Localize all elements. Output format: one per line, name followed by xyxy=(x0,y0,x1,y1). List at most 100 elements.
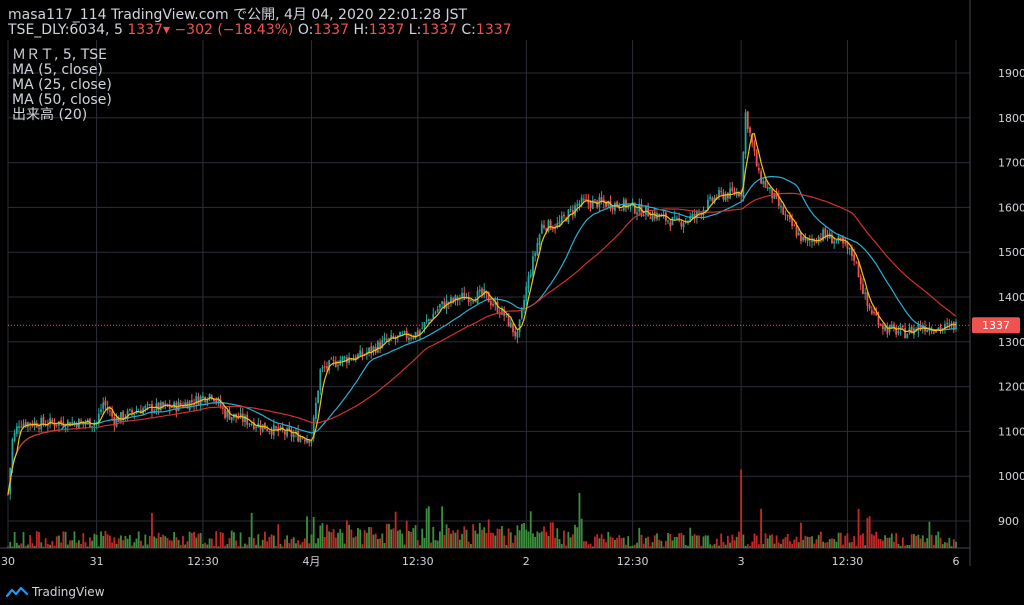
volume-bar xyxy=(221,532,224,548)
volume-bar xyxy=(833,539,836,548)
volume-bar xyxy=(529,511,532,548)
legend-ma50[interactable]: MA (50, close) xyxy=(12,92,112,108)
price-tick-label: 1600 xyxy=(998,201,1024,214)
candle-body xyxy=(600,197,603,202)
volume-bar xyxy=(230,530,233,548)
volume-bar xyxy=(60,542,63,548)
candle-body xyxy=(264,422,266,430)
candle-body xyxy=(680,222,683,227)
legend-volume[interactable]: 出来高 (20) xyxy=(12,107,88,123)
volume-bar xyxy=(859,535,862,548)
time-tick-label: 6 xyxy=(953,555,960,568)
candle-body xyxy=(817,236,820,243)
volume-bar xyxy=(443,534,446,548)
volume-bar xyxy=(700,545,703,548)
volume-bar xyxy=(695,535,698,548)
volume-bar xyxy=(676,537,678,548)
volume-bar xyxy=(791,543,793,548)
legend-ma5[interactable]: MA (5, close) xyxy=(12,62,103,78)
candle-body xyxy=(487,292,490,303)
candle-body xyxy=(811,240,813,242)
volume-bar xyxy=(556,528,559,548)
legend-ma25[interactable]: MA (25, close) xyxy=(12,77,112,93)
volume-bar xyxy=(217,546,220,548)
candle-body xyxy=(915,328,918,330)
candle-body xyxy=(611,207,614,210)
candle-body xyxy=(467,296,470,303)
candle-body xyxy=(724,194,727,201)
volume-bar xyxy=(310,534,313,548)
volume-bar xyxy=(846,533,849,548)
candle-body xyxy=(337,365,339,367)
candle-body xyxy=(146,404,149,406)
candle-body xyxy=(430,319,432,321)
candle-body xyxy=(126,410,129,419)
volume-bar xyxy=(906,545,909,548)
volume-bar xyxy=(49,544,51,548)
volume-bar xyxy=(746,544,749,548)
volume-bar xyxy=(148,535,151,548)
volume-bar xyxy=(735,536,738,548)
volume-bar xyxy=(139,540,142,548)
volume-bar xyxy=(283,539,286,548)
volume-bar xyxy=(93,533,96,548)
volume-bar xyxy=(162,534,164,548)
volume-bar xyxy=(704,535,707,548)
high-value: 1337 xyxy=(368,22,405,38)
candle-body xyxy=(399,332,401,337)
candle-body xyxy=(279,426,282,430)
candle-body xyxy=(853,254,856,261)
candle-body xyxy=(308,440,311,443)
volume-bar xyxy=(711,545,714,548)
candle-body xyxy=(166,403,169,406)
candle-body xyxy=(742,152,745,198)
candle-body xyxy=(819,238,822,240)
candle-body xyxy=(543,225,545,228)
candle-body xyxy=(334,361,337,367)
volume-bar xyxy=(729,542,731,548)
volume-bar xyxy=(224,545,226,548)
volume-bar xyxy=(523,522,525,548)
volume-bar xyxy=(126,538,129,548)
tradingview-brand[interactable]: TradingView xyxy=(6,585,105,599)
volume-bar xyxy=(518,530,521,548)
volume-bar xyxy=(494,535,497,548)
candle-body xyxy=(133,413,136,415)
volume-bar xyxy=(33,545,36,548)
volume-bar xyxy=(913,534,915,548)
candle-body xyxy=(51,419,54,423)
candle-body xyxy=(439,304,441,308)
candle-body xyxy=(210,395,213,399)
candle-body xyxy=(673,216,676,218)
volume-bar xyxy=(288,543,291,548)
volume-bar xyxy=(928,521,931,548)
volume-bar xyxy=(893,541,895,548)
volume-bar xyxy=(678,533,681,548)
volume-bar xyxy=(255,544,257,548)
candle-body xyxy=(248,423,251,425)
candle-body xyxy=(481,288,483,295)
candle-body xyxy=(545,228,548,231)
candle-body xyxy=(751,134,754,144)
volume-bar xyxy=(944,542,946,548)
volume-bar xyxy=(248,537,251,548)
candle-body xyxy=(512,323,514,333)
volume-bar xyxy=(664,540,667,548)
volume-bar xyxy=(702,536,705,548)
candle-body xyxy=(321,367,324,369)
candle-body xyxy=(746,111,749,129)
candle-body xyxy=(332,359,335,361)
candle-body xyxy=(312,417,315,439)
candle-body xyxy=(693,214,696,217)
volume-bar xyxy=(301,542,304,548)
volume-bar xyxy=(895,533,898,548)
legend-symbol[interactable]: ＭＲＴ, 5, TSE xyxy=(12,47,107,63)
volume-bar xyxy=(135,538,138,548)
candle-body xyxy=(862,284,864,295)
candle-body xyxy=(888,325,891,333)
candle-body xyxy=(571,209,574,214)
candle-body xyxy=(901,325,904,327)
volume-bar xyxy=(164,536,167,548)
tradingview-logo-icon xyxy=(6,586,28,598)
